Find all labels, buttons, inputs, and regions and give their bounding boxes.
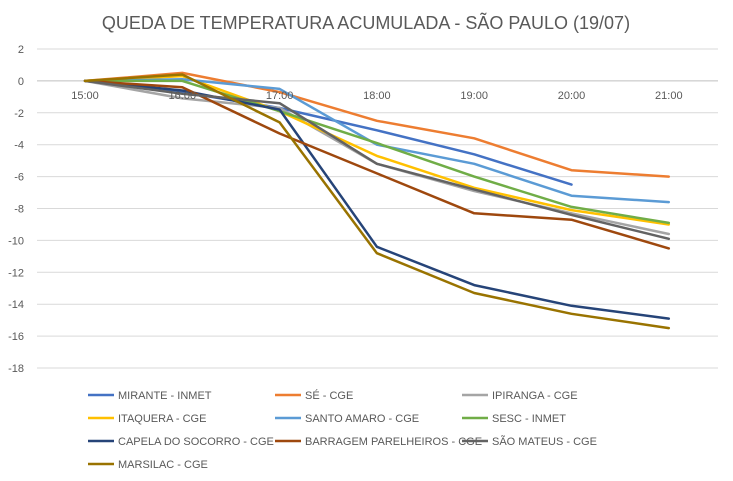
series-line-8 (83, 79, 671, 250)
y-tick-label: 2 (18, 44, 24, 56)
y-tick-label: -18 (8, 363, 24, 375)
y-tick-label: 0 (18, 76, 24, 88)
x-tick-label: 17:00 (266, 90, 294, 102)
y-tick-label: -8 (14, 204, 24, 216)
legend-item: MARSILAC - CGE (88, 459, 208, 471)
y-tick-label: -12 (8, 267, 24, 279)
legend-label: SESC - INMET (492, 413, 566, 425)
series-line-5 (83, 78, 671, 204)
x-tick-label: 19:00 (460, 90, 488, 102)
legend-item: SÉ - CGE (275, 389, 353, 402)
legend-label: IPIRANGA - CGE (492, 390, 578, 402)
x-tick-label: 18:00 (363, 90, 391, 102)
y-tick-label: -4 (14, 140, 24, 152)
series-line-2 (83, 71, 671, 178)
legend-label: MARSILAC - CGE (118, 459, 208, 471)
series-line-6 (83, 79, 671, 225)
x-tick-label: 20:00 (558, 90, 586, 102)
legend-label: SÉ - CGE (305, 389, 353, 402)
x-axis: 15:00 16:00 17:00 18:00 19:00 20:00 21:00 (71, 90, 682, 102)
legend-label: SÃO MATEUS - CGE (492, 435, 597, 448)
y-tick-label: -14 (8, 299, 24, 311)
series-line-9 (83, 79, 671, 241)
series-line-1 (83, 79, 573, 186)
legend-label: ITAQUERA - CGE (118, 413, 206, 425)
y-tick-label: -2 (14, 108, 24, 120)
y-axis: 2 0 -2 -4 -6 -8 -10 -12 -14 -16 -18 (8, 44, 24, 375)
legend-label: BARRAGEM PARELHEIROS - CGE (305, 436, 482, 448)
legend-item: IPIRANGA - CGE (462, 390, 578, 402)
legend-label: MIRANTE - INMET (118, 390, 212, 402)
legend: MIRANTE - INMET SÉ - CGE IPIRANGA - CGE ITA… (88, 389, 597, 471)
legend-label: SANTO AMARO - CGE (305, 413, 419, 425)
series-line-10 (83, 73, 671, 330)
y-tick-label: -16 (8, 331, 24, 343)
x-tick-label: 16:00 (169, 90, 197, 102)
x-tick-label: 15:00 (71, 90, 99, 102)
plot-area (83, 71, 671, 330)
y-tick-label: -10 (8, 235, 24, 247)
legend-item: MIRANTE - INMET (88, 390, 212, 402)
chart-title: QUEDA DE TEMPERATURA ACUMULADA - SÃO PAU… (102, 12, 630, 33)
legend-item: SESC - INMET (462, 413, 566, 425)
legend-item: ITAQUERA - CGE (88, 413, 206, 425)
legend-label: CAPELA DO SOCORRO - CGE (118, 436, 274, 448)
legend-item: CAPELA DO SOCORRO - CGE (88, 436, 274, 448)
x-tick-label: 21:00 (655, 90, 683, 102)
legend-item: SÃO MATEUS - CGE (462, 435, 597, 448)
legend-item: SANTO AMARO - CGE (275, 413, 419, 425)
series-line-7 (83, 79, 671, 320)
legend-item: BARRAGEM PARELHEIROS - CGE (275, 436, 482, 448)
y-tick-label: -6 (14, 172, 24, 184)
series-line-4 (83, 74, 671, 226)
